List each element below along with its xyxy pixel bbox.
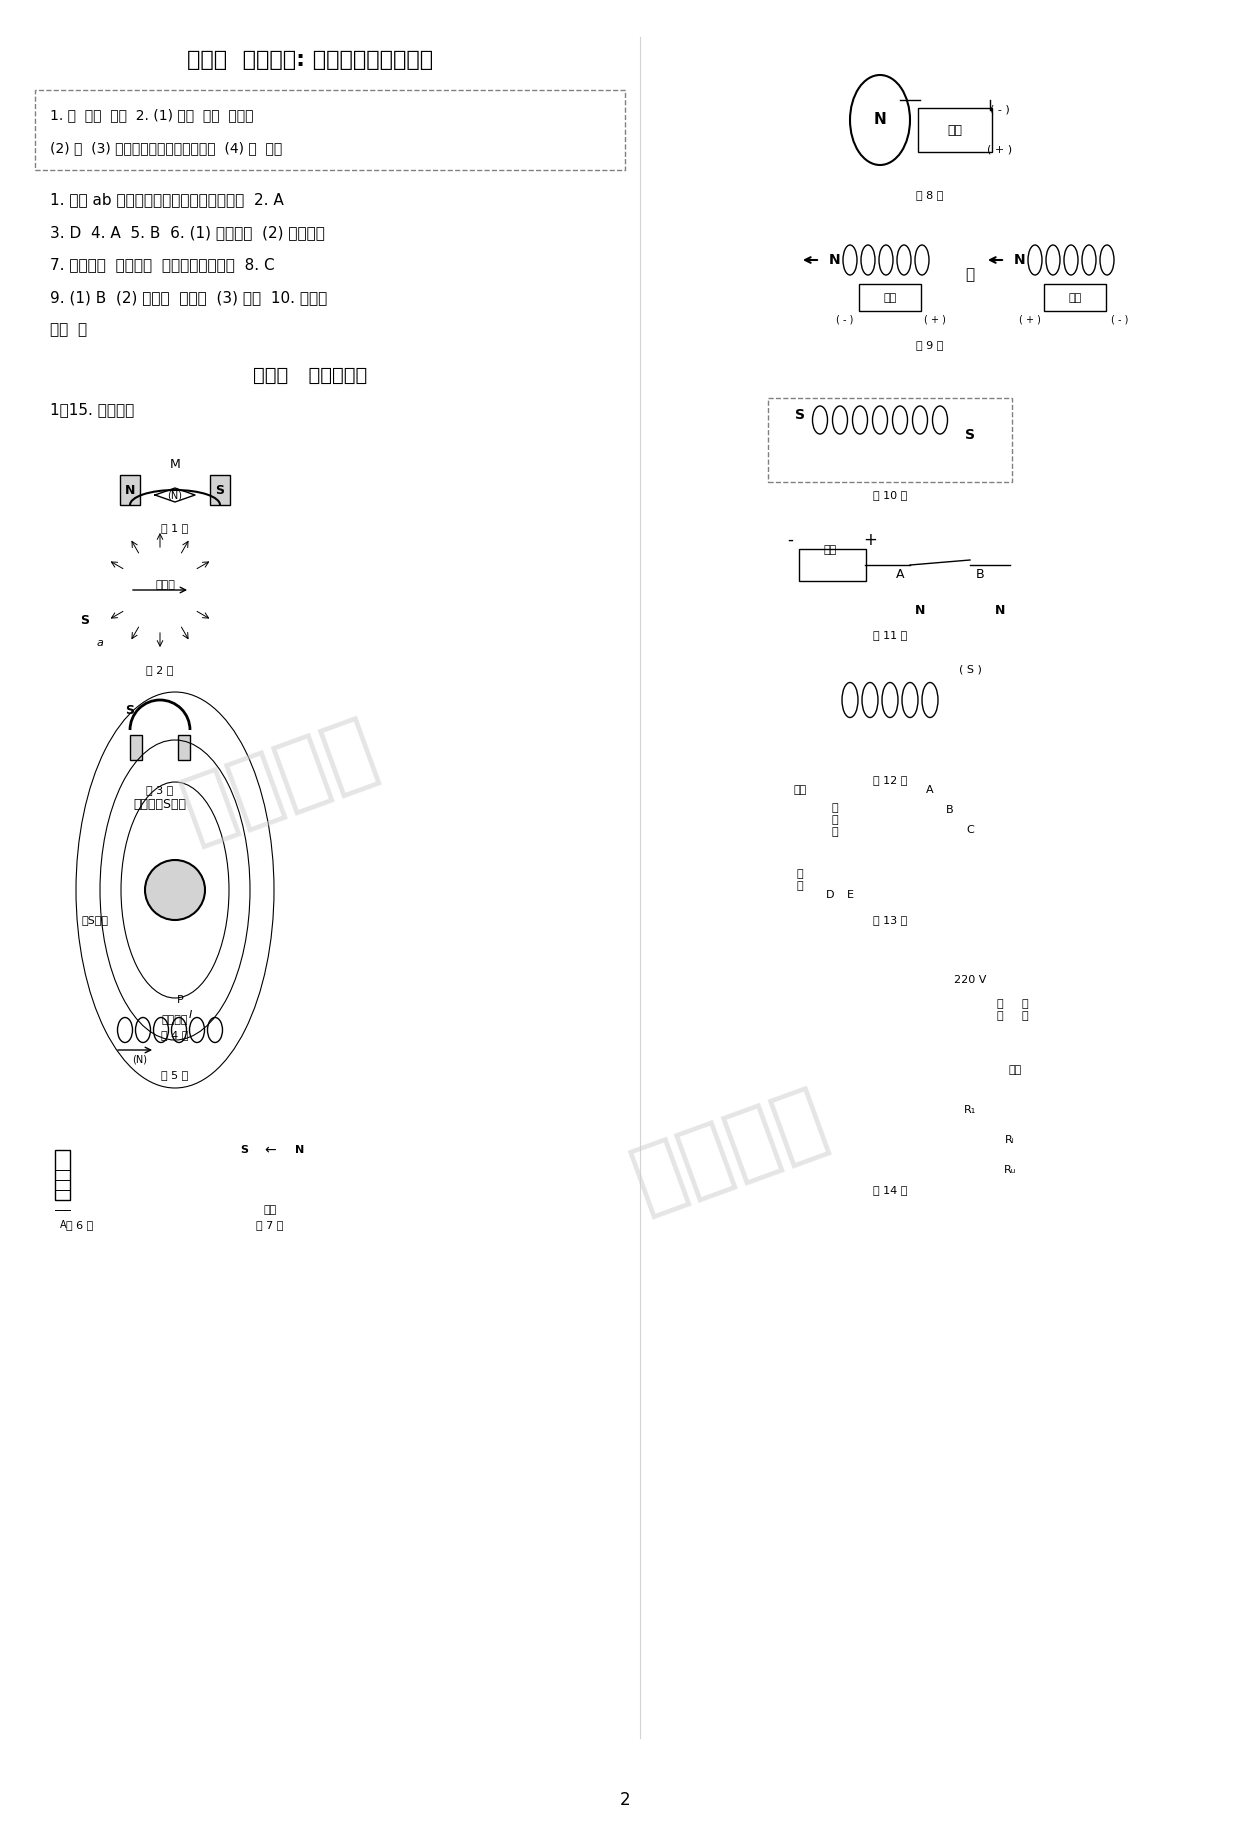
Text: （S）极: （S）极 [81, 914, 109, 925]
Text: 9. (1) B  (2) 换向器  刚转过  (3) 机械  10. 电动机: 9. (1) B (2) 换向器 刚转过 (3) 机械 10. 电动机 [50, 291, 328, 305]
Text: 第 11 题: 第 11 题 [872, 629, 907, 640]
Text: 作业精灵: 作业精灵 [173, 708, 388, 852]
Text: 第三节  科学探究: 电动机为什么会转动: 第三节 科学探究: 电动机为什么会转动 [188, 49, 432, 70]
Text: A: A [896, 569, 904, 582]
Text: (N): (N) [168, 490, 182, 499]
Text: 第 9 题: 第 9 题 [916, 340, 944, 349]
Text: 第 7 题: 第 7 题 [256, 1220, 284, 1229]
Text: A: A [60, 1220, 66, 1229]
Text: -: - [788, 530, 792, 549]
Bar [177, 735, 190, 761]
Text: S: S [965, 428, 975, 443]
Text: ( + ): ( + ) [924, 315, 946, 326]
Text: 弹
簧: 弹 簧 [796, 869, 804, 891]
Text: 7. 左右往复  通电导体  电能转化为机械能  8. C: 7. 左右往复 通电导体 电能转化为机械能 8. C [50, 258, 275, 273]
Text: 电源: 电源 [1069, 293, 1081, 304]
Text: 第 3 题: 第 3 题 [146, 785, 174, 796]
Text: 1. 力  电流  磁场  2. (1) 磁体  线圈  换向器: 1. 力 电流 磁场 2. (1) 磁体 线圈 换向器 [50, 108, 254, 123]
Text: 作业精灵: 作业精灵 [622, 1077, 838, 1222]
Text: 220 V: 220 V [954, 975, 986, 986]
Text: (N): (N) [132, 1055, 148, 1064]
Bar [210, 476, 230, 505]
Circle shape [145, 860, 205, 920]
Text: 地理南极: 地理南极 [161, 1015, 189, 1024]
Text: 电源: 电源 [884, 293, 896, 304]
Text: B: B [976, 569, 984, 582]
Text: N: N [915, 604, 925, 616]
Ellipse shape [850, 75, 910, 165]
Text: C: C [966, 825, 974, 836]
Text: 第 1 题: 第 1 题 [161, 523, 189, 532]
Text: P: P [176, 995, 184, 1004]
Bar [130, 735, 142, 761]
Text: N: N [829, 252, 841, 267]
Text: S: S [125, 704, 135, 717]
Text: 2: 2 [620, 1791, 630, 1809]
Text: N: N [995, 604, 1005, 616]
Text: 第 14 题: 第 14 题 [872, 1185, 907, 1194]
Text: N: N [874, 113, 886, 128]
Text: 第 13 题: 第 13 题 [872, 914, 907, 925]
Text: 电
磁
铁: 电 磁 铁 [831, 803, 839, 836]
Text: +: + [862, 530, 877, 549]
Text: ( + ): ( + ) [1019, 315, 1041, 326]
Text: S: S [795, 408, 805, 422]
Text: 向左  大: 向左 大 [50, 322, 88, 338]
Text: 电源: 电源 [824, 545, 836, 554]
Text: R₁: R₁ [964, 1105, 976, 1116]
Text: E: E [846, 891, 854, 900]
Text: 第 4 题: 第 4 题 [161, 1030, 189, 1041]
Text: Rᵤ: Rᵤ [1004, 1165, 1016, 1174]
Text: N: N [1014, 252, 1026, 267]
FancyBboxPatch shape [1044, 283, 1106, 311]
Text: ( - ): ( - ) [1111, 315, 1129, 326]
Text: S: S [240, 1145, 248, 1154]
Text: 火
线: 火 线 [996, 999, 1004, 1021]
Text: I: I [189, 1010, 191, 1021]
FancyBboxPatch shape [918, 108, 993, 152]
Text: 地磁的（S）极: 地磁的（S）极 [134, 799, 186, 812]
Text: ( - ): ( - ) [990, 104, 1010, 115]
Text: ( - ): ( - ) [836, 315, 854, 326]
Text: 1. 导体 ab 的受力方向与磁场方向是否有关  2. A: 1. 导体 ab 的受力方向与磁场方向是否有关 2. A [50, 192, 284, 207]
Text: 第 10 题: 第 10 题 [872, 490, 907, 499]
Bar [55, 1150, 70, 1200]
Text: 第 5 题: 第 5 题 [161, 1070, 189, 1079]
Text: 小专题   电与磁作图: 小专题 电与磁作图 [253, 366, 368, 384]
Text: 电源: 电源 [948, 124, 962, 137]
Text: N: N [295, 1145, 304, 1154]
Text: N: N [125, 483, 135, 496]
Text: 小磁针: 小磁针 [155, 580, 175, 591]
Text: 衔铁: 衔铁 [794, 785, 806, 796]
Text: 电铃: 电铃 [1009, 1064, 1021, 1075]
Text: D: D [826, 891, 834, 900]
FancyBboxPatch shape [768, 399, 1013, 483]
Text: ←: ← [264, 1143, 276, 1158]
Text: S: S [80, 613, 90, 627]
FancyBboxPatch shape [799, 549, 866, 582]
Text: M: M [170, 459, 180, 472]
Text: ( + ): ( + ) [988, 144, 1012, 155]
Text: 电源: 电源 [264, 1205, 276, 1214]
Text: S: S [215, 483, 225, 496]
Text: Rₗ: Rₗ [1005, 1136, 1015, 1145]
Text: A: A [926, 785, 934, 796]
Text: 零
线: 零 线 [1021, 999, 1029, 1021]
Text: 第 12 题: 第 12 题 [872, 775, 907, 785]
FancyBboxPatch shape [35, 90, 625, 170]
Text: 第 2 题: 第 2 题 [146, 666, 174, 675]
Text: 第 6 题: 第 6 题 [66, 1220, 94, 1229]
Text: 1～15. 如图所示: 1～15. 如图所示 [50, 402, 134, 417]
Text: ( S ): ( S ) [959, 666, 981, 675]
Text: 3. D  4. A  5. B  6. (1) 力的作用  (2) 电流方向: 3. D 4. A 5. B 6. (1) 力的作用 (2) 电流方向 [50, 225, 325, 240]
Text: 第 8 题: 第 8 题 [916, 190, 944, 199]
Text: 或: 或 [965, 267, 975, 282]
Text: B: B [946, 805, 954, 816]
Text: a: a [96, 638, 104, 647]
FancyBboxPatch shape [859, 283, 921, 311]
Text: (2) 力  (3) 自动改变线圈中的电流方向  (4) 电  机械: (2) 力 (3) 自动改变线圈中的电流方向 (4) 电 机械 [50, 141, 282, 155]
Bar [120, 476, 140, 505]
